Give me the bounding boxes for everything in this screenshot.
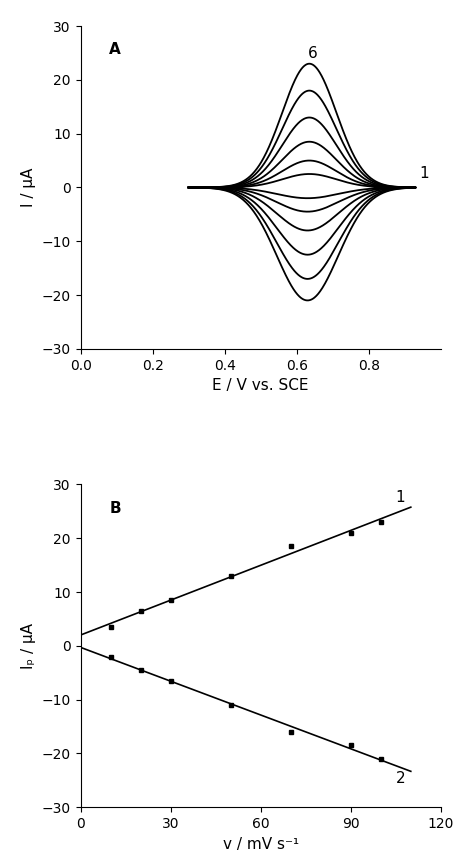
- X-axis label: v / mV s⁻¹: v / mV s⁻¹: [223, 837, 299, 852]
- Text: A: A: [109, 43, 121, 57]
- Y-axis label: Iₚ / μA: Iₚ / μA: [21, 623, 36, 669]
- Text: 1: 1: [419, 167, 429, 181]
- X-axis label: E / V vs. SCE: E / V vs. SCE: [212, 378, 309, 393]
- Text: B: B: [109, 501, 121, 516]
- Text: 1: 1: [396, 490, 405, 505]
- Text: 2: 2: [396, 771, 405, 786]
- Y-axis label: I / μA: I / μA: [21, 168, 36, 207]
- Text: 6: 6: [308, 46, 318, 61]
